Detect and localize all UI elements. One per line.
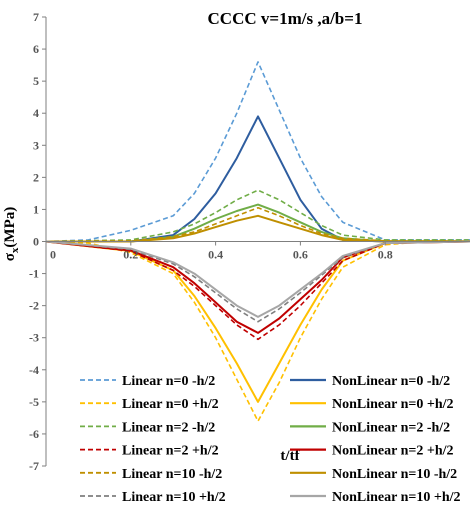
x-tick-label: 0.2 [123, 248, 138, 262]
y-tick-label: 0 [33, 235, 39, 249]
legend-label: Linear n=2 +h/2 [122, 444, 219, 459]
y-tick-label: 7 [33, 10, 39, 24]
legend-entry-3: Linear n=0 +h/2 [80, 397, 219, 412]
legend-entry-11: Linear n=10 +h/2 [80, 490, 226, 505]
legend-entry-5: Linear n=2 -h/2 [80, 420, 215, 435]
series-line-6 [46, 203, 470, 243]
legend-entry-12: NonLinear n=10 +h/2 [290, 490, 461, 505]
legend-entry-9: Linear n=10 -h/2 [80, 467, 222, 482]
legend-entry-8: NonLinear n=2 +h/2 [290, 444, 454, 459]
chart-title: CCCC v=1m/s ,a/b=1 [208, 9, 363, 28]
series-layer [45, 61, 471, 422]
series-line-9 [45, 207, 470, 243]
legend-label: Linear n=2 -h/2 [122, 420, 215, 435]
series-line-11 [45, 240, 471, 323]
x-tick-label: 0 [50, 248, 56, 262]
series-line-3 [45, 240, 470, 422]
y-axis-label-sub: x [9, 247, 21, 253]
legend-entry-6: NonLinear n=2 -h/2 [290, 420, 450, 435]
y-axis-label: σx(MPa) [2, 207, 21, 261]
legend-label: Linear n=10 +h/2 [122, 490, 226, 505]
y-tick-label: -7 [29, 459, 39, 473]
series-line-8 [45, 240, 471, 334]
y-tick-label: -2 [29, 299, 39, 313]
y-tick-label: -5 [29, 395, 39, 409]
y-tick-label: 1 [33, 202, 39, 216]
x-tick-label: 0.4 [208, 248, 223, 262]
axes-layer: -7 -6 -5 -4 -3 -2 -1 0 1 2 3 4 5 6 7 0 0.2 0.4 0.6 0.8 [29, 10, 470, 473]
legend-label: NonLinear n=0 -h/2 [332, 374, 450, 389]
legend-label: Linear n=0 -h/2 [122, 374, 215, 389]
series-line-1 [45, 61, 470, 243]
y-axis-label-main: σ [2, 252, 18, 261]
legend-label: NonLinear n=10 -h/2 [332, 467, 457, 482]
series-line-2 [46, 115, 470, 243]
legend-label: Linear n=0 +h/2 [122, 397, 219, 412]
series-line-7 [45, 240, 471, 341]
legend-label: NonLinear n=10 +h/2 [332, 490, 461, 505]
y-tick-label: 2 [33, 170, 39, 184]
y-tick-label: 4 [33, 106, 39, 120]
legend-label: NonLinear n=2 +h/2 [332, 444, 454, 459]
series-line-12 [45, 240, 471, 318]
x-tick-label: 0.8 [378, 248, 393, 262]
series-line-10 [46, 214, 470, 243]
legend-label: Linear n=10 -h/2 [122, 467, 222, 482]
legend-entry-10: NonLinear n=10 -h/2 [290, 467, 457, 482]
legend-entry-4: NonLinear n=0 +h/2 [290, 397, 454, 412]
y-axis-label-rest: (MPa) [2, 207, 18, 248]
y-tick-label: -3 [29, 331, 39, 345]
y-tick-label: 5 [33, 74, 39, 88]
legend-label: NonLinear n=0 +h/2 [332, 397, 454, 412]
x-axis-label: t/tf [280, 448, 300, 464]
legend-entry-1: Linear n=0 -h/2 [80, 374, 215, 389]
legend: Linear n=0 -h/2 NonLinear n=0 -h/2 Linear … [80, 374, 461, 505]
legend-entry-7: Linear n=2 +h/2 [80, 444, 219, 459]
y-tick-label: -6 [29, 427, 39, 441]
y-tick-label: -4 [29, 363, 39, 377]
y-tick-label: -1 [29, 267, 39, 281]
y-tick-label: 3 [33, 138, 39, 152]
legend-entry-2: NonLinear n=0 -h/2 [290, 374, 450, 389]
x-tick-label: 0.6 [293, 248, 308, 262]
legend-label: NonLinear n=2 -h/2 [332, 420, 450, 435]
y-tick-label: 6 [33, 42, 39, 56]
